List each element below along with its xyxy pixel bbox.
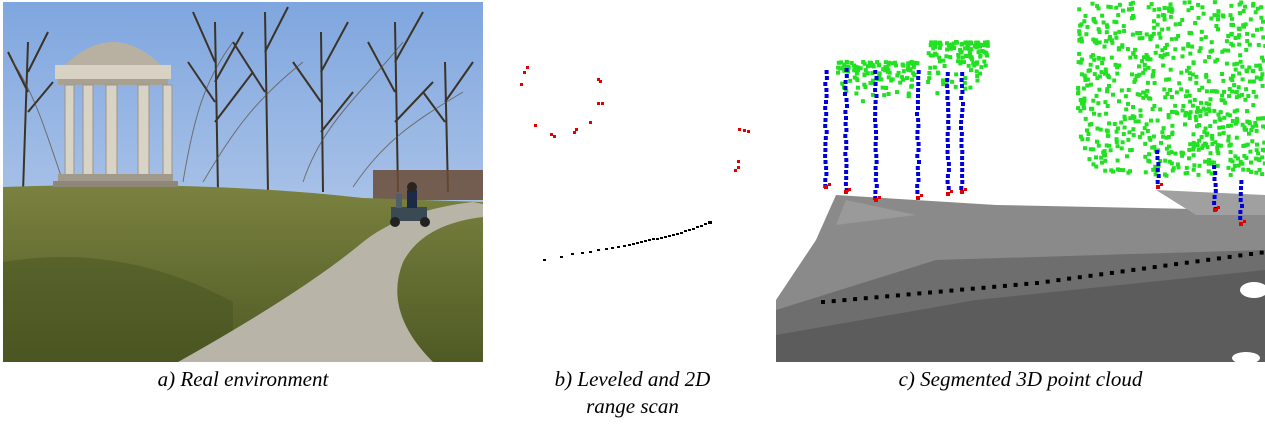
caption-a: a) Real environment [157,367,329,391]
segmented-point-cloud-3d [776,0,1265,362]
caption-b: b) Leveled and 2D range scan [554,367,711,418]
scan-line-points [821,250,1264,304]
monument-rotunda [53,42,178,187]
foliage-points [836,0,1265,178]
caption-c: c) Segmented 3D point cloud [898,367,1143,391]
range-scan-2d [505,40,765,280]
robot-vehicle [390,182,430,227]
ground-mesh [776,190,1265,362]
photo-real-environment [3,2,483,362]
scan-points-black [543,221,712,261]
trunk-base-points [824,183,1246,226]
bare-trees [7,6,474,193]
scan-points-red [520,66,750,172]
